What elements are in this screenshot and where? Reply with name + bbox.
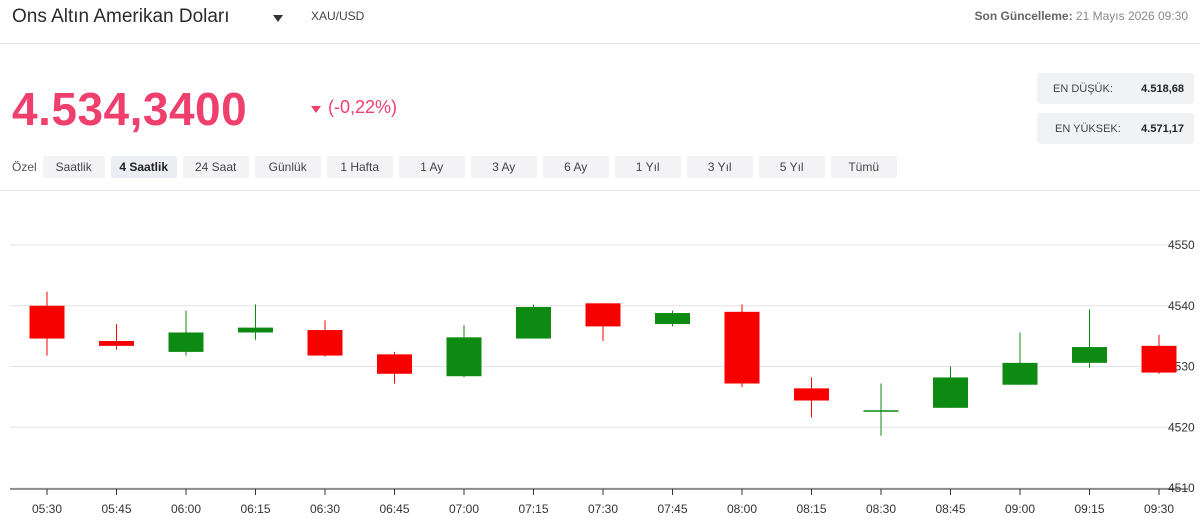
x-tick-label: 06:45 — [379, 502, 409, 516]
grid-lines — [10, 244, 1180, 489]
header: Ons Altın Amerikan Doları XAU/USD Son Gü… — [0, 0, 1200, 44]
period-selector: Özel Saatlik 4 Saatlik 24 Saat Günlük 1 … — [12, 155, 903, 179]
x-axis: 05:30 05:45 06:00 06:15 06:30 06:45 07:00 07:15… — [10, 488, 1188, 516]
x-tick-label: 08:30 — [866, 502, 896, 516]
candle-body-up[interactable] — [446, 337, 482, 377]
period-button-4-hourly[interactable]: 4 Saatlik — [110, 156, 177, 178]
candle-body-up[interactable] — [933, 377, 968, 408]
last-updated-label: Son Güncelleme: — [974, 9, 1073, 23]
chevron-down-icon[interactable] — [272, 13, 284, 23]
candle-body-up[interactable] — [655, 313, 690, 324]
x-tick-label: 05:30 — [32, 502, 62, 516]
x-tick-label: 07:00 — [449, 502, 479, 516]
period-custom-label[interactable]: Özel — [12, 160, 37, 174]
period-button-hourly[interactable]: Saatlik — [42, 156, 105, 178]
x-tick-label: 08:00 — [727, 502, 757, 516]
candle-body-down[interactable] — [1141, 345, 1177, 373]
page-title: Ons Altın Amerikan Doları — [12, 6, 230, 27]
x-tick-label: 06:30 — [310, 502, 340, 516]
period-button-3-years[interactable]: 3 Yıl — [686, 156, 753, 178]
y-tick-label: 4550 — [1168, 238, 1195, 252]
symbol-label: XAU/USD — [311, 9, 365, 23]
candle-body-down[interactable] — [29, 305, 65, 339]
daily-low-value: 4.518,68 — [1141, 82, 1184, 95]
candles — [29, 291, 1177, 436]
daily-high-value: 4.571,17 — [1141, 122, 1184, 135]
daily-high-label: EN YÜKSEK: — [1055, 122, 1121, 135]
period-button-1-month[interactable]: 1 Ay — [398, 156, 465, 178]
candle-body-down[interactable] — [585, 303, 621, 327]
daily-low-label: EN DÜŞÜK: — [1053, 82, 1113, 95]
period-button-3-months[interactable]: 3 Ay — [470, 156, 537, 178]
y-tick-label: 4520 — [1168, 420, 1195, 434]
x-tick-label: 07:30 — [588, 502, 618, 516]
candle-body-up[interactable] — [1072, 347, 1107, 363]
candle-body-up[interactable] — [238, 327, 273, 333]
candle-body-down[interactable] — [794, 388, 829, 401]
x-tick-label: 05:45 — [101, 502, 131, 516]
period-button-6-months[interactable]: 6 Ay — [542, 156, 609, 178]
x-tick-label: 07:15 — [518, 502, 548, 516]
x-tick-label: 08:45 — [935, 502, 965, 516]
y-tick-label: 4510 — [1168, 481, 1195, 495]
x-tick-label: 09:30 — [1144, 502, 1174, 516]
candle-body-down[interactable] — [724, 311, 760, 384]
candle-body-down[interactable] — [377, 354, 412, 374]
candlestick-chart[interactable]: 4510 4520 4530 4540 4550 05:30 05:45 06:00 06:1… — [0, 190, 1200, 532]
candle-body-up[interactable] — [1002, 362, 1038, 385]
last-updated-value: 21 Mayıs 2026 09:30 — [1075, 9, 1188, 23]
period-button-all[interactable]: Tümü — [830, 156, 897, 178]
x-tick-label: 09:15 — [1074, 502, 1104, 516]
candle-body-up[interactable] — [516, 306, 551, 339]
period-button-1-year[interactable]: 1 Yıl — [614, 156, 681, 178]
period-button-1-week[interactable]: 1 Hafta — [326, 156, 393, 178]
x-tick-label: 09:00 — [1005, 502, 1035, 516]
last-updated: Son Güncelleme: 21 Mayıs 2026 09:30 — [975, 9, 1188, 23]
daily-low-box: EN DÜŞÜK: 4.518,68 — [1037, 73, 1194, 104]
current-price: 4.534,3400 — [12, 83, 248, 135]
x-tick-label: 08:15 — [796, 502, 826, 516]
period-button-24-hours[interactable]: 24 Saat — [182, 156, 249, 178]
candle-body-up[interactable] — [863, 410, 899, 412]
price-change-percent: (-0,22%) — [328, 97, 398, 117]
y-tick-label: 4540 — [1168, 299, 1195, 313]
candle-body-down[interactable] — [99, 340, 134, 346]
candle-body-up[interactable] — [168, 332, 204, 352]
x-tick-label: 06:15 — [240, 502, 270, 516]
x-tick-label: 06:00 — [171, 502, 201, 516]
period-button-5-years[interactable]: 5 Yıl — [758, 156, 825, 178]
down-arrow-icon — [311, 106, 321, 113]
candle-body-down[interactable] — [307, 330, 343, 356]
period-button-daily[interactable]: Günlük — [254, 156, 321, 178]
x-tick-label: 07:45 — [657, 502, 687, 516]
daily-high-box: EN YÜKSEK: 4.571,17 — [1037, 113, 1194, 144]
